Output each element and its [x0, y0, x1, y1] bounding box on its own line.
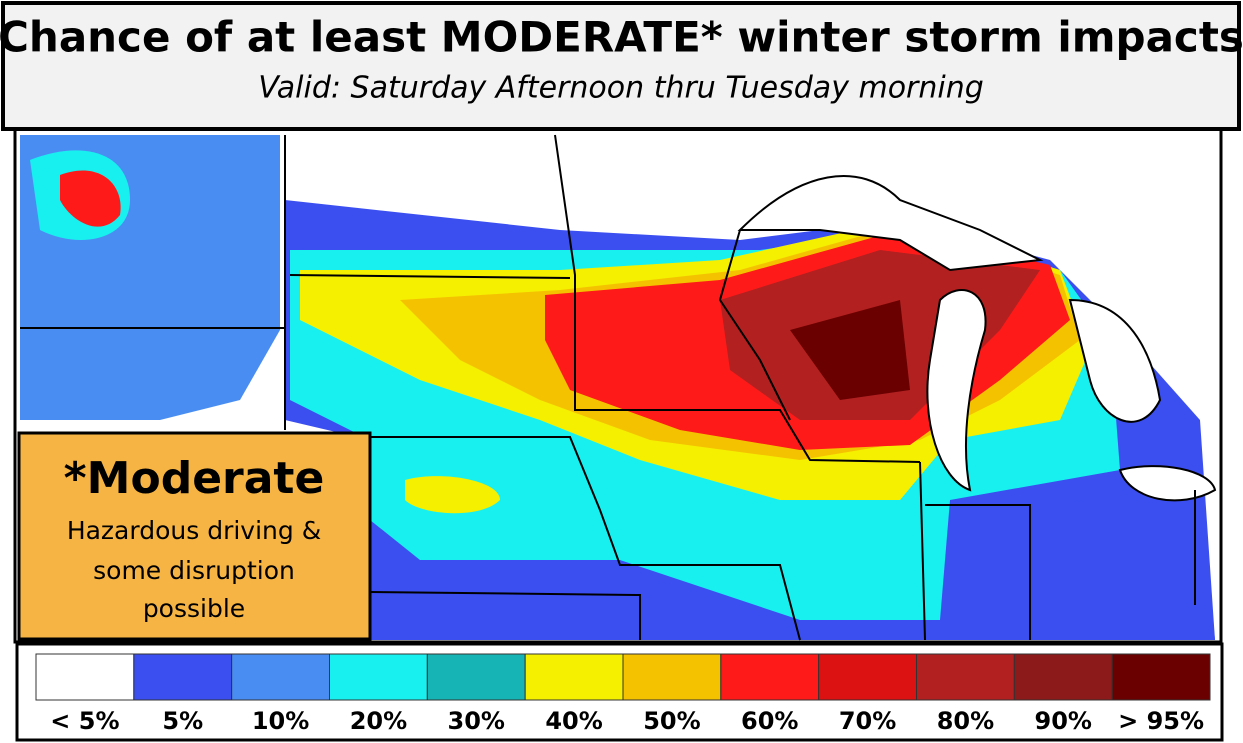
legend: < 5% 5% 10% 20% 30% 40% 50% 60% 70% 80% 90% > 95%: [35, 653, 1211, 735]
legend-swatch: [1013, 653, 1113, 701]
state-borders: [20, 134, 1196, 641]
lake-erie: [1118, 465, 1217, 502]
lake-michigan: [926, 289, 987, 492]
note-line: possible: [143, 594, 245, 623]
legend-label: > 95%: [1118, 707, 1204, 735]
note-line: some disruption: [93, 556, 295, 585]
legend-swatch: [720, 653, 820, 701]
note-line: Hazardous driving &: [67, 516, 321, 545]
legend-label: 50%: [643, 707, 700, 735]
legend-label: 5%: [162, 707, 203, 735]
yellow-area: [405, 476, 500, 514]
legend-swatch: [818, 653, 918, 701]
legend-swatch: [524, 653, 624, 701]
note-box: [17, 431, 372, 641]
note-heading: *Moderate: [64, 453, 325, 504]
legend-swatch: [133, 653, 233, 701]
legend-label: 20%: [350, 707, 407, 735]
legend-swatch: [231, 653, 331, 701]
subtitle: Valid: Saturday Afternoon thru Tuesday m…: [258, 71, 984, 106]
legend-swatch: [622, 653, 722, 701]
title: Chance of at least MODERATE* winter stor…: [0, 13, 1243, 62]
legend-label: 40%: [545, 707, 602, 735]
legend-label: 70%: [839, 707, 896, 735]
legend-label: 10%: [252, 707, 309, 735]
legend-label: 90%: [1035, 707, 1092, 735]
legend-swatch: [35, 653, 135, 701]
darkest-area: [790, 300, 910, 400]
red-area: [60, 170, 121, 227]
legend-swatch: [329, 653, 428, 701]
legend-swatch: [426, 653, 526, 701]
legend-label: 30%: [448, 707, 505, 735]
legend-swatch: [1111, 653, 1211, 701]
legend-label: < 5%: [50, 707, 119, 735]
legend-label: 80%: [937, 707, 994, 735]
title-box: [1, 1, 1241, 131]
blue-area: [1035, 490, 1215, 640]
legend-swatch: [916, 653, 1015, 701]
lake-superior: [737, 175, 1044, 272]
legend-label: 60%: [741, 707, 798, 735]
lake-huron: [1068, 298, 1162, 423]
map: [13, 126, 1223, 644]
